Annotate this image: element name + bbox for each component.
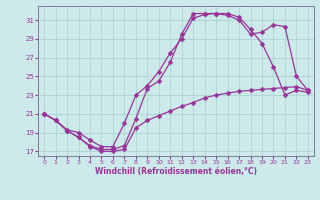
X-axis label: Windchill (Refroidissement éolien,°C): Windchill (Refroidissement éolien,°C) [95, 167, 257, 176]
